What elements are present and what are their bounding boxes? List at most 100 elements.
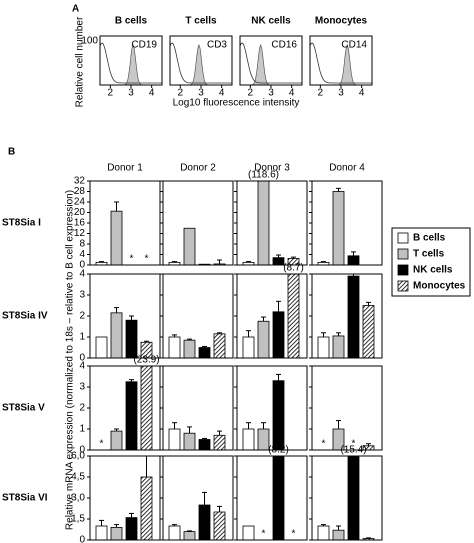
y-tick-label: 8 bbox=[79, 239, 85, 250]
y-axis-label: Relative mRNA expression (normalized to … bbox=[65, 190, 76, 530]
y-tick-label: 4 bbox=[79, 361, 85, 372]
plot-frame bbox=[311, 273, 383, 359]
bar bbox=[287, 274, 300, 358]
bar bbox=[183, 432, 196, 450]
plot-frame bbox=[89, 180, 161, 266]
bar bbox=[183, 531, 196, 540]
panel-label: A bbox=[72, 4, 79, 15]
row-title: ST8Sia V bbox=[2, 403, 45, 414]
y-tick-label: 16 bbox=[74, 218, 86, 229]
legend-label: B cells bbox=[413, 233, 446, 244]
bar bbox=[95, 336, 108, 358]
bar bbox=[198, 347, 211, 358]
bar bbox=[110, 527, 123, 540]
x-tick-label: 4 bbox=[149, 88, 155, 99]
histogram-fill bbox=[170, 43, 232, 86]
histogram-control bbox=[169, 42, 232, 84]
bar bbox=[332, 335, 345, 358]
bar bbox=[125, 319, 138, 358]
x-tick-label: 2 bbox=[318, 88, 324, 99]
plot-group bbox=[95, 307, 153, 358]
bar bbox=[272, 311, 285, 358]
x-tick-label: 3 bbox=[338, 88, 344, 99]
histogram-fill bbox=[310, 43, 372, 86]
x-tick-label: 4 bbox=[219, 88, 225, 99]
x-tick-label: 2 bbox=[178, 88, 184, 99]
x-axis-label: Log10 fluorescence intensity bbox=[173, 98, 300, 109]
bar bbox=[168, 428, 181, 450]
bar bbox=[242, 525, 255, 540]
x-tick-label: 3 bbox=[268, 88, 274, 99]
population-title: Monocytes bbox=[315, 16, 368, 27]
plot-frame bbox=[311, 365, 383, 451]
plot-group bbox=[168, 332, 226, 358]
y-tick-label: 1 bbox=[79, 332, 85, 343]
bar bbox=[125, 381, 138, 450]
bar bbox=[347, 275, 360, 358]
y-tick-label: 3 bbox=[79, 290, 85, 301]
bar bbox=[257, 320, 270, 358]
plot-group bbox=[317, 274, 375, 358]
off-scale-label: (23.9) bbox=[133, 355, 159, 366]
y-tick-label: 1 bbox=[79, 424, 85, 435]
population-title: T cells bbox=[185, 16, 217, 27]
y-tick-label: 0 bbox=[79, 535, 85, 543]
plot-frame bbox=[311, 455, 383, 541]
legend-swatch bbox=[397, 280, 409, 292]
plot-frame bbox=[162, 365, 234, 451]
plot-group bbox=[95, 456, 153, 540]
plot-group bbox=[168, 227, 226, 265]
y-axis-label: Relative cell number bbox=[75, 16, 86, 107]
plot-group bbox=[242, 181, 300, 265]
bar bbox=[198, 439, 211, 450]
plot-frame bbox=[162, 180, 234, 266]
y-tick-label: 3 bbox=[79, 382, 85, 393]
plot-group bbox=[242, 456, 285, 540]
plot-frame bbox=[236, 273, 308, 359]
x-tick-label: 2 bbox=[248, 88, 254, 99]
not-detected-mark: * bbox=[352, 439, 356, 450]
plot-group bbox=[168, 422, 226, 450]
not-detected-mark: * bbox=[292, 529, 296, 540]
donor-label: Donor 2 bbox=[180, 163, 216, 174]
legend-swatch bbox=[397, 248, 409, 260]
panel-label: B bbox=[8, 147, 15, 158]
y-tick-label: 100 bbox=[81, 36, 98, 47]
plot-group bbox=[242, 274, 300, 358]
bar bbox=[272, 380, 285, 450]
not-detected-mark: * bbox=[100, 439, 104, 450]
bar bbox=[110, 430, 123, 450]
row-title: ST8Sia IV bbox=[2, 311, 48, 322]
plot-frame bbox=[236, 180, 308, 266]
bar bbox=[213, 511, 226, 540]
histogram-fill bbox=[100, 43, 162, 86]
bar bbox=[213, 333, 226, 358]
plot-group bbox=[168, 491, 226, 540]
y-tick-label: 3,0 bbox=[71, 493, 85, 504]
off-scale-label: (15.4) bbox=[340, 445, 366, 456]
x-tick-label: 2 bbox=[108, 88, 114, 99]
legend-label: NK cells bbox=[413, 265, 453, 276]
x-tick-label: 3 bbox=[128, 88, 134, 99]
histogram-control bbox=[309, 42, 372, 84]
plot-group bbox=[242, 373, 285, 450]
bar bbox=[183, 227, 196, 265]
bar bbox=[168, 525, 181, 540]
donor-label: Donor 4 bbox=[329, 163, 365, 174]
plot-frame bbox=[236, 455, 308, 541]
bar bbox=[317, 525, 330, 540]
bar bbox=[140, 476, 153, 540]
y-tick-label: 1,5 bbox=[71, 514, 85, 525]
donor-label: Donor 3 bbox=[254, 163, 290, 174]
bar bbox=[272, 456, 285, 540]
bar bbox=[213, 434, 226, 450]
not-detected-mark: * bbox=[322, 439, 326, 450]
plot-group bbox=[317, 456, 375, 540]
bar bbox=[198, 504, 211, 540]
y-tick-label: 0 bbox=[79, 260, 85, 271]
y-tick-label: 20 bbox=[74, 207, 86, 218]
y-tick-label: 4 bbox=[79, 269, 85, 280]
bar bbox=[242, 428, 255, 450]
population-title: NK cells bbox=[251, 16, 291, 27]
